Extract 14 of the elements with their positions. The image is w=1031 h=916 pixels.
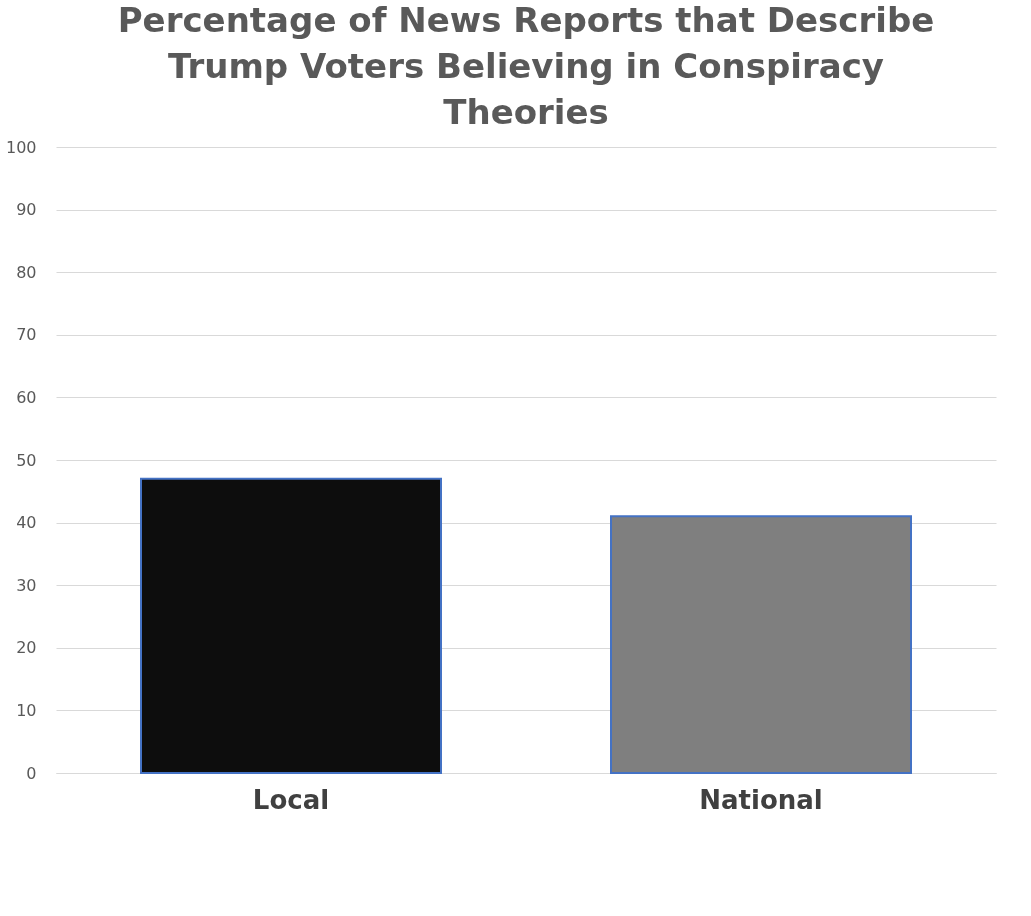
y-tick-label: 70 [16,325,37,345]
y-tick-label: 80 [16,262,37,282]
y-tick-label: 20 [16,638,37,658]
y-tick-label: 0 [26,763,37,783]
x-tick-label: Local [252,784,330,815]
y-tick-label: 60 [16,387,37,407]
y-tick-label: 100 [5,137,37,157]
y-tick-label: 90 [16,200,37,220]
y-tick-label: 10 [16,700,37,720]
x-tick-label: National [699,784,823,815]
y-tick-label: 40 [16,513,37,533]
chart-title: Percentage of News Reports that Describe Trump Voters Believing in Conspiracy Theories [117,0,935,132]
y-tick-label: 30 [16,575,37,595]
y-tick-label: 50 [16,450,37,470]
